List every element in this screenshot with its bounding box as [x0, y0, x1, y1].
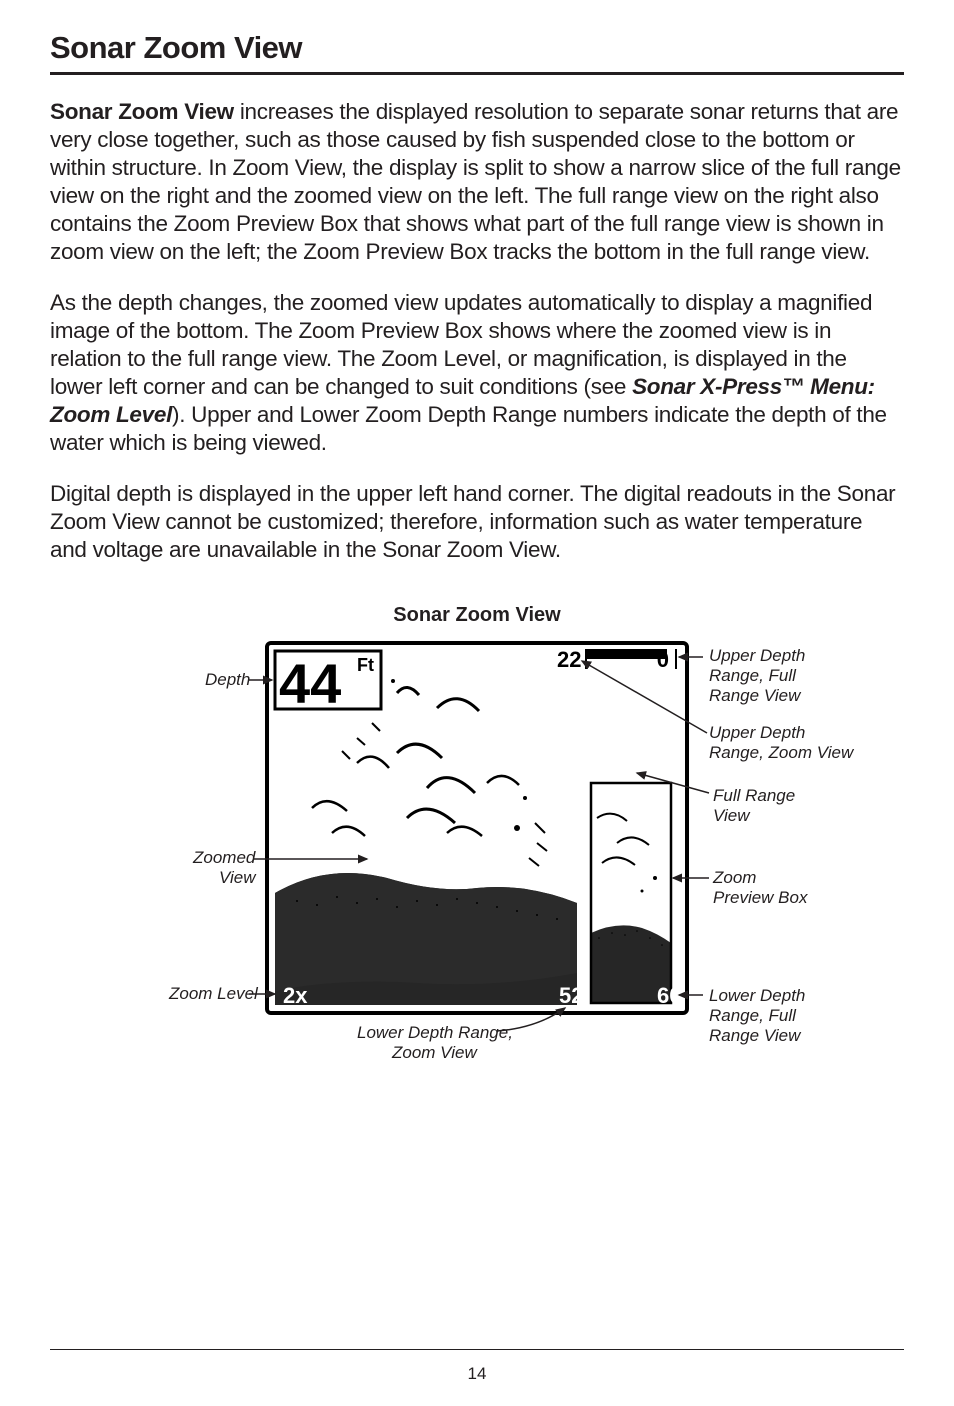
label-zoomed: Zoomed — [192, 848, 256, 867]
figure-title: Sonar Zoom View — [393, 604, 560, 627]
label-fullrange2: View — [713, 806, 751, 825]
paragraph-2: As the depth changes, the zoomed view up… — [50, 289, 904, 458]
footer-rule — [50, 1349, 904, 1350]
upper-zoom-value: 22 — [557, 647, 581, 672]
label-upper-zoom1: Upper Depth — [709, 723, 805, 742]
heading-rule — [50, 72, 904, 75]
label-upper-zoom2: Range, Zoom View — [709, 743, 855, 762]
sonar-zoom-diagram: 44 Ft 22 0 — [97, 633, 857, 1093]
label-lower-full1: Lower Depth — [709, 986, 805, 1005]
label-preview2: Preview Box — [713, 888, 808, 907]
paragraph-1: Sonar Zoom View increases the displayed … — [50, 98, 904, 267]
label-zoomed2: View — [219, 868, 257, 887]
label-upper-full1: Upper Depth — [709, 646, 805, 665]
upper-full-value: 0 — [657, 647, 669, 672]
label-preview1: Zoom — [712, 868, 756, 887]
section-heading: Sonar Zoom View — [50, 30, 904, 66]
lower-zoom-value: 52 — [559, 983, 583, 1008]
label-depth: Depth — [205, 670, 250, 689]
page-number: 14 — [0, 1364, 954, 1384]
para2-b: ). Upper and Lower Zoom Depth Range numb… — [50, 402, 887, 455]
figure-container: Sonar Zoom View 44 Ft 22 0 — [50, 604, 904, 1093]
zoom-level-value: 2x — [283, 983, 308, 1008]
label-upper-full2: Range, Full — [709, 666, 797, 685]
paragraph-3: Digital depth is displayed in the upper … — [50, 480, 904, 564]
label-lower-full2: Range, Full — [709, 1006, 797, 1025]
para1-lead: Sonar Zoom View — [50, 99, 234, 124]
label-upper-full3: Range View — [709, 686, 802, 705]
label-fullrange1: Full Range — [713, 786, 795, 805]
lower-full-value: 60 — [657, 983, 681, 1008]
page: Sonar Zoom View Sonar Zoom View increase… — [0, 0, 954, 1406]
label-lower-zoom1: Lower Depth Range, — [357, 1023, 513, 1042]
label-lower-zoom2: Zoom View — [391, 1043, 478, 1062]
depth-value: 44 — [279, 652, 341, 715]
label-zoom-level: Zoom Level — [168, 984, 259, 1003]
label-lower-full3: Range View — [709, 1026, 802, 1045]
depth-readout-box: 44 Ft — [275, 651, 381, 715]
depth-unit: Ft — [357, 655, 374, 675]
